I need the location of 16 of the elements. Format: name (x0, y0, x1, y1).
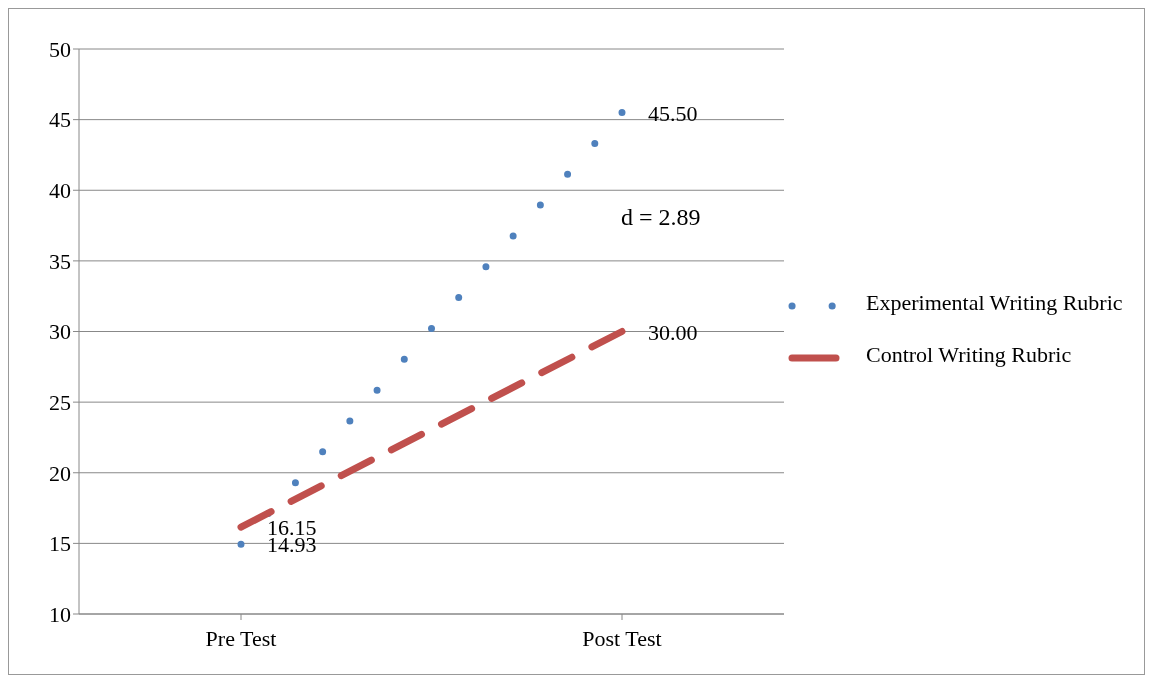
y-tick-label: 45 (49, 107, 71, 133)
y-tick-label: 30 (49, 319, 71, 345)
data-label: 45.50 (648, 100, 698, 126)
annotation: d = 2.89 (621, 204, 701, 231)
x-tick-label: Pre Test (205, 625, 277, 651)
data-label: 30.00 (648, 319, 698, 345)
legend-label: Control Writing Rubric (866, 341, 1073, 368)
x-tick-label: Post Test (582, 625, 662, 651)
y-tick-label: 15 (49, 531, 71, 557)
y-tick-label: 10 (49, 601, 71, 627)
y-tick-label: 50 (49, 36, 71, 62)
legend-label: Experimental Writing Rubric (866, 289, 1124, 316)
y-tick-label: 40 (49, 178, 71, 204)
y-tick-label: 35 (49, 248, 71, 274)
y-tick-label: 25 (49, 389, 71, 415)
y-tick-label: 20 (49, 460, 71, 486)
